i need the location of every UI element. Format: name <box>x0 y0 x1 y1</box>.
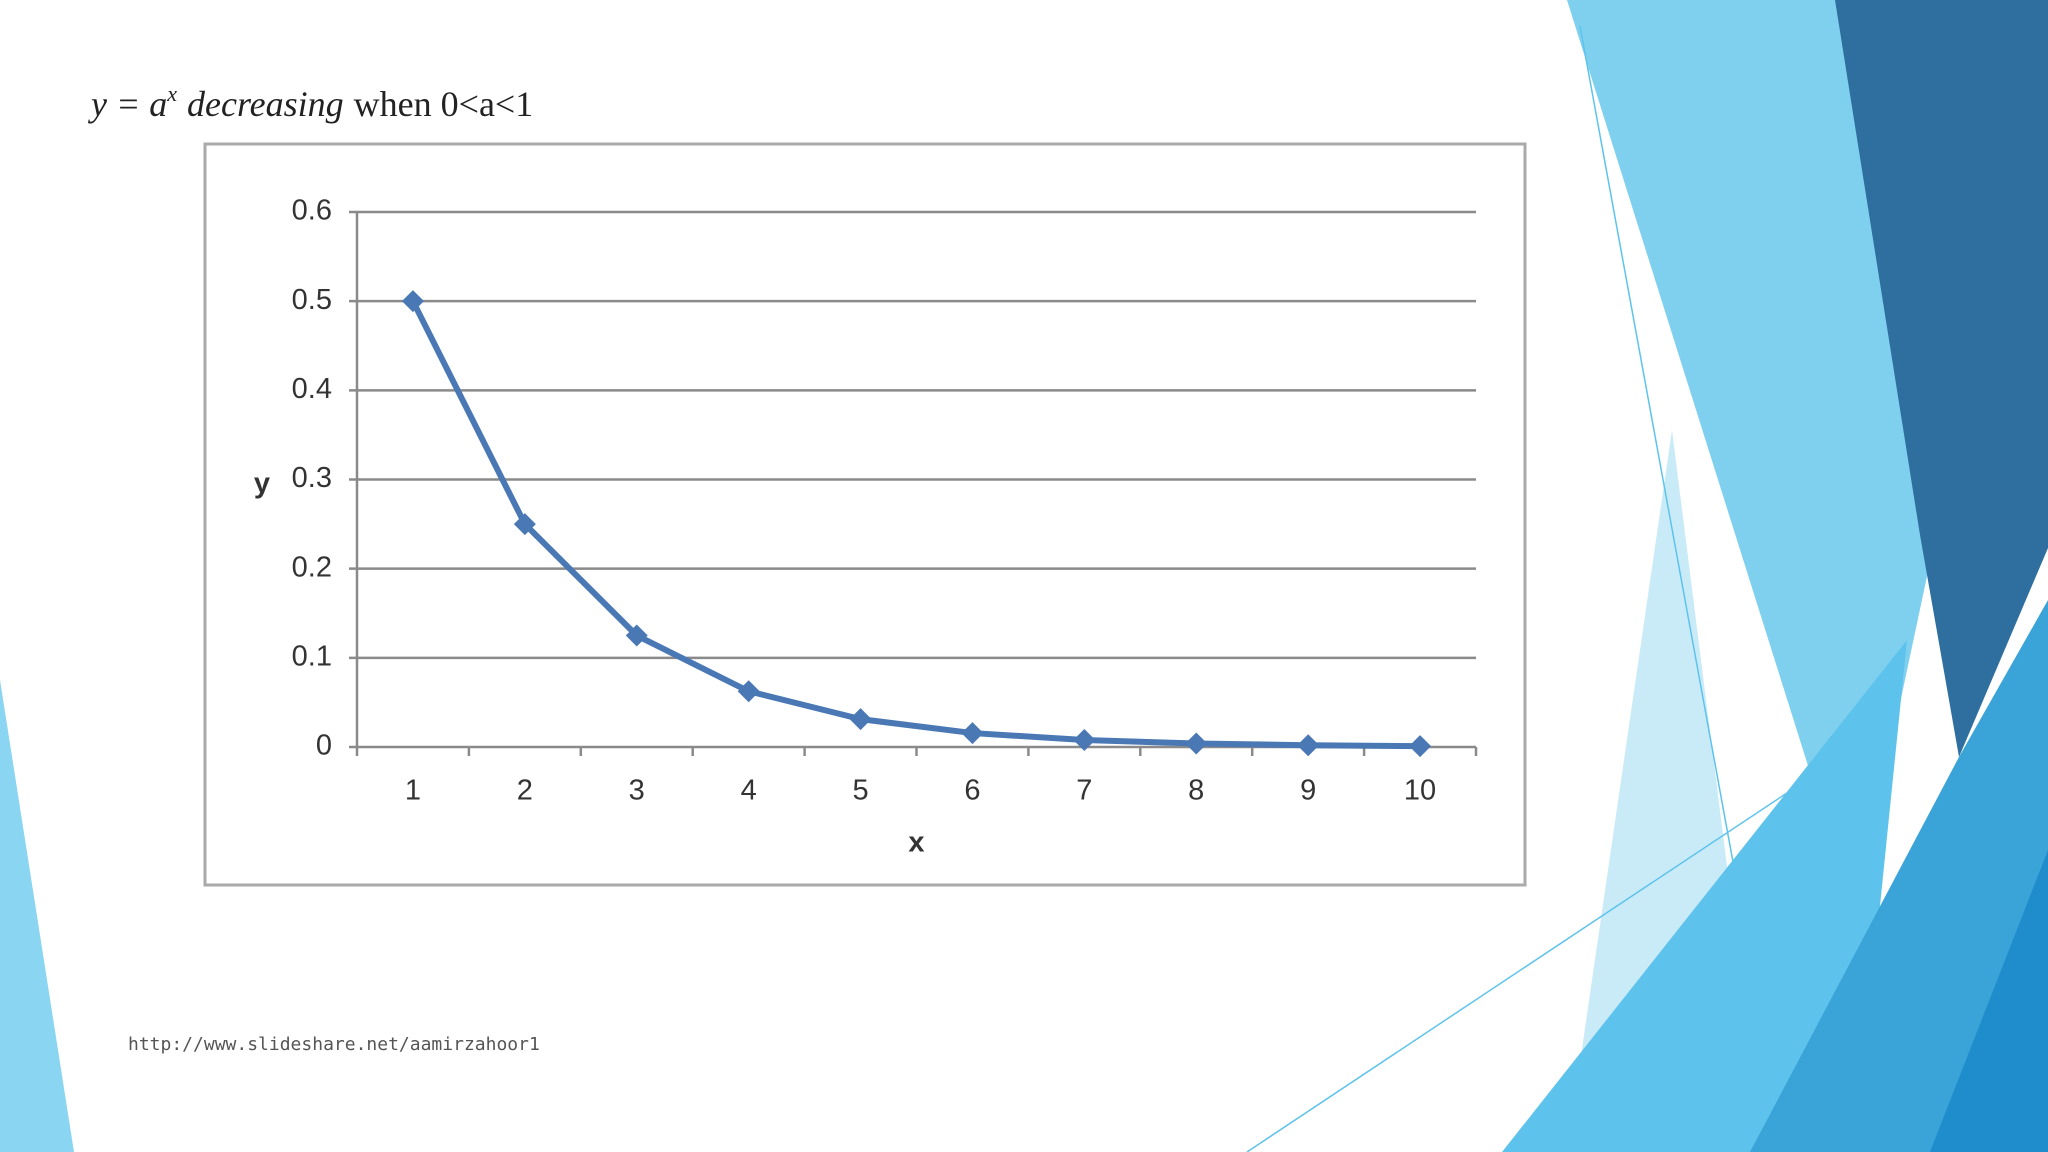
y-tick-label: 0.6 <box>292 195 332 227</box>
data-point <box>737 680 760 703</box>
y-tick-label: 0.2 <box>292 551 332 583</box>
slide-title: y = ax decreasing when 0<a<1 <box>88 81 533 124</box>
chart: 0 0.1 0.2 0.3 0.4 0.5 0.6 y x 1 2 3 4 5 6 7 8 9 10 <box>254 195 1478 859</box>
x-tick-label: 10 <box>1404 775 1436 807</box>
series-line <box>410 299 1421 750</box>
shape <box>1567 0 1933 915</box>
x-tick-label: 4 <box>741 775 757 807</box>
x-tick-label: 5 <box>852 775 868 807</box>
shape <box>1930 850 2048 1152</box>
data-point <box>625 624 648 647</box>
y-tick-label: 0.4 <box>292 373 332 405</box>
title-part: y = a <box>88 84 167 124</box>
title-part: decreasing <box>187 84 344 124</box>
y-tick-label: 0.3 <box>292 462 332 494</box>
y-tick-label: 0.5 <box>292 284 332 316</box>
x-axis-label: x <box>908 827 924 859</box>
data-point <box>849 708 872 731</box>
y-axis-label: y <box>254 468 270 500</box>
title-part: x <box>166 81 177 106</box>
x-tick-label: 2 <box>517 775 533 807</box>
title-part: when 0<a<1 <box>354 84 534 124</box>
x-tick-label: 8 <box>1188 775 1204 807</box>
line <box>1246 756 1842 1152</box>
source-url: http://www.slideshare.net/aamirzahoor1 <box>128 1034 540 1055</box>
x-tick-label: 9 <box>1300 775 1316 807</box>
x-tick-label: 7 <box>1076 775 1092 807</box>
x-tick-label: 1 <box>405 775 421 807</box>
data-point <box>513 513 536 536</box>
shape <box>1502 640 1907 1152</box>
data-point <box>961 722 984 745</box>
data-point <box>1073 729 1096 752</box>
x-tick-label: 3 <box>629 775 645 807</box>
data-point <box>1185 732 1208 755</box>
chart-frame <box>203 142 1527 887</box>
shape <box>0 680 74 1152</box>
y-tick-label: 0.1 <box>292 640 332 672</box>
y-tick-label: 0 <box>316 730 332 762</box>
data-point <box>401 290 424 313</box>
shape <box>1835 0 2048 757</box>
line <box>1579 25 1777 1098</box>
data-point <box>1297 734 1320 757</box>
shape <box>1750 600 2048 1152</box>
x-tick-label: 6 <box>964 775 980 807</box>
data-point <box>1409 735 1432 758</box>
